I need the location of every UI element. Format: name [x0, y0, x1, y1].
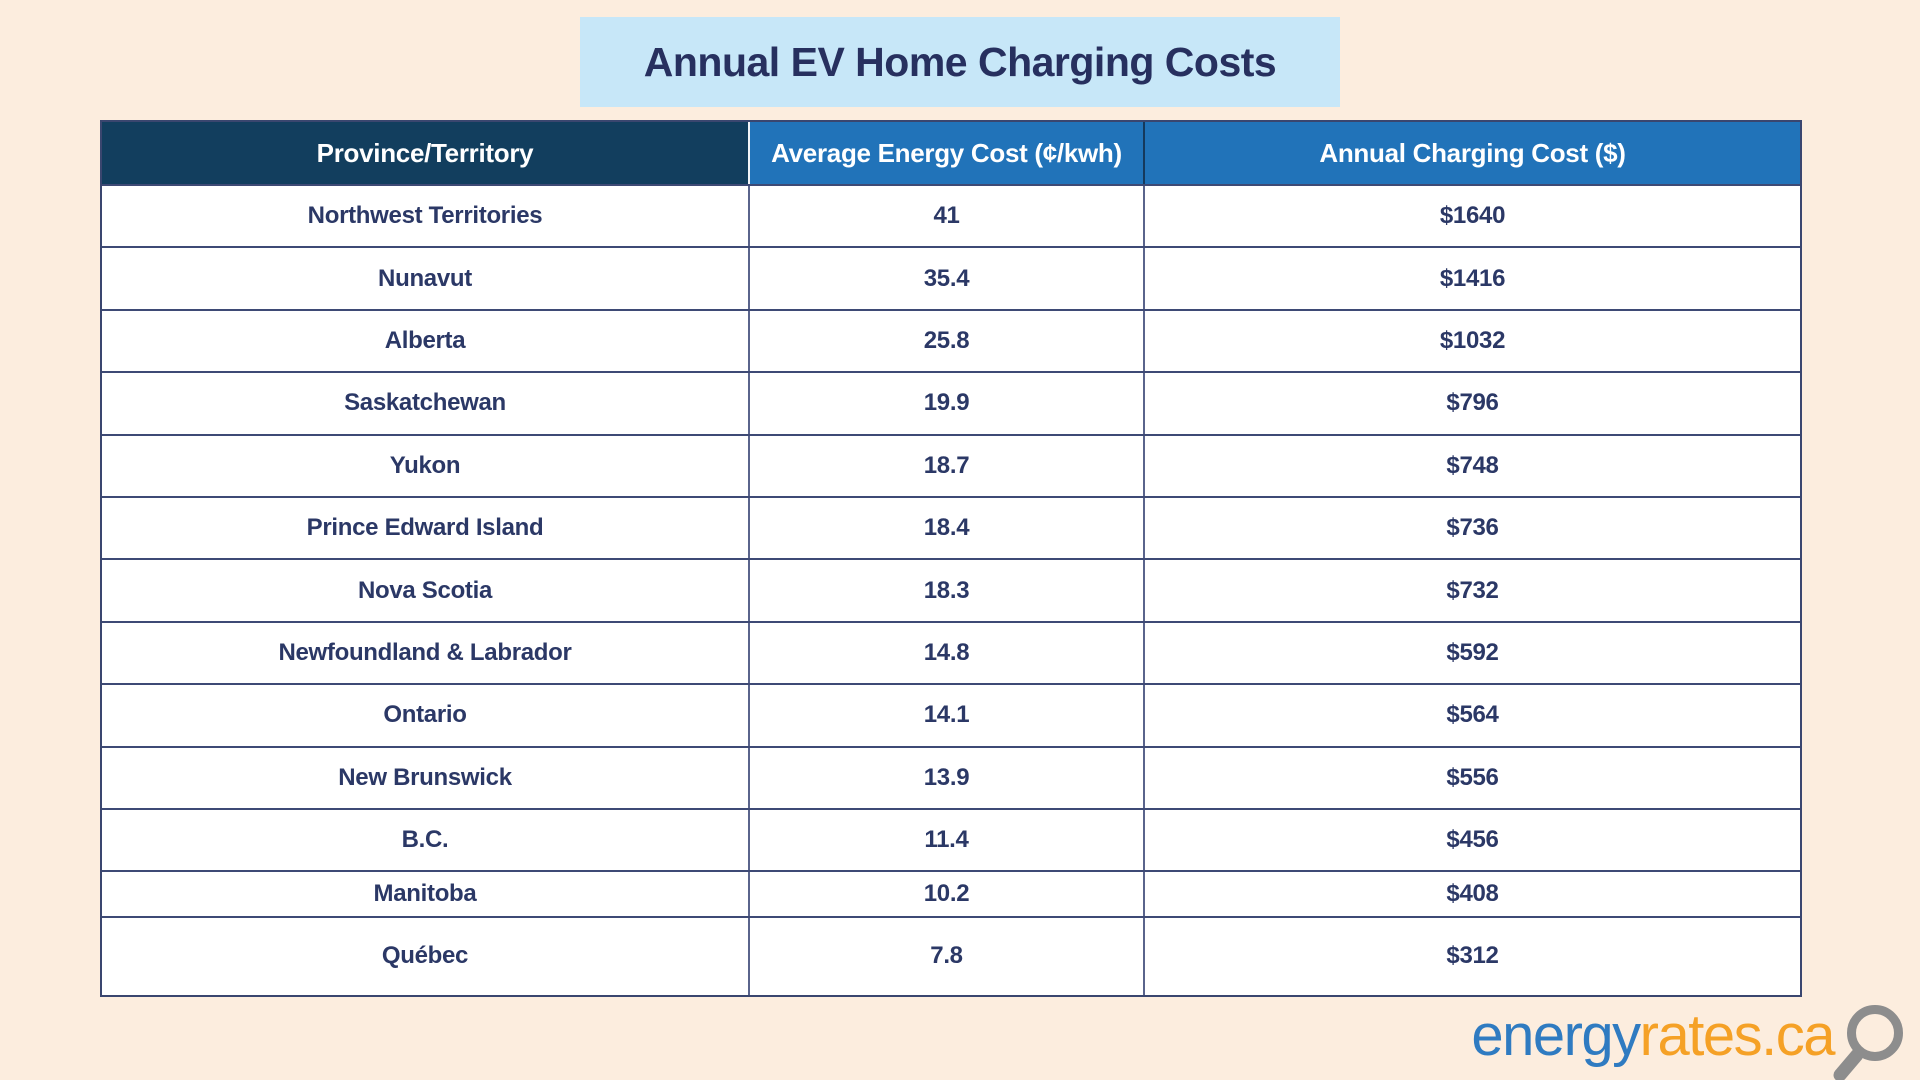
- province-cell: Northwest Territories: [307, 202, 543, 230]
- charging-cost-cell: $556: [1143, 747, 1800, 808]
- energyrates-logo: energyrates.ca: [1471, 1000, 1904, 1080]
- table-row: Prince Edward Island 18.4 $736: [102, 495, 1800, 559]
- table-row: Newfoundland & Labrador 14.8 $592: [102, 620, 1800, 684]
- charging-cost-cell: $408: [1143, 872, 1800, 916]
- table-row: Alberta 25.8 $1032: [102, 308, 1800, 372]
- logo-rates-word: rates.ca: [1639, 1003, 1836, 1068]
- charging-cost-cell: $732: [1143, 560, 1800, 621]
- charging-cost-cell: $1032: [1143, 310, 1800, 372]
- province-cell: Yukon: [389, 451, 461, 479]
- province-cell: New Brunswick: [338, 763, 512, 791]
- province-cell: Manitoba: [373, 880, 477, 908]
- table-row: Ontario 14.1 $564: [102, 683, 1800, 746]
- province-cell: Newfoundland & Labrador: [278, 638, 572, 666]
- charging-cost-cell: $748: [1143, 435, 1800, 496]
- charging-cost-cell: $1416: [1143, 248, 1800, 309]
- table-row: B.C. 11.4 $456: [102, 807, 1800, 871]
- province-cell: Nova Scotia: [357, 576, 493, 604]
- energy-cost-cell: 10.2: [748, 872, 1143, 916]
- energy-cost-cell: 14.8: [748, 622, 1143, 684]
- energy-cost-cell: 18.7: [748, 435, 1143, 496]
- header-average-energy-cost: Average Energy Cost (¢/kwh): [748, 122, 1143, 184]
- energy-cost-cell: 14.1: [748, 685, 1143, 746]
- logo-energy-word: energy: [1471, 1003, 1641, 1068]
- energy-cost-cell: 35.4: [748, 248, 1143, 309]
- table-row: Nunavut 35.4 $1416: [102, 246, 1800, 309]
- charging-cost-cell: $564: [1143, 685, 1800, 746]
- table-row: Nova Scotia 18.3 $732: [102, 558, 1800, 621]
- province-cell: B.C.: [401, 826, 449, 854]
- energyrates-logo-text: energyrates.ca: [1471, 1000, 1836, 1072]
- header-annual-charging-cost: Annual Charging Cost ($): [1143, 122, 1800, 184]
- table-row: Northwest Territories 41 $1640: [102, 184, 1800, 247]
- energy-cost-cell: 18.3: [748, 560, 1143, 621]
- magnifying-glass-icon: [1830, 1004, 1904, 1080]
- charging-cost-cell: $592: [1143, 622, 1800, 684]
- charging-cost-cell: $736: [1143, 497, 1800, 559]
- province-cell: Prince Edward Island: [306, 514, 544, 542]
- charging-cost-cell: $456: [1143, 809, 1800, 871]
- energy-cost-cell: 41: [748, 186, 1143, 247]
- energy-cost-cell: 7.8: [748, 917, 1143, 996]
- energy-cost-cell: 19.9: [748, 373, 1143, 434]
- province-cell: Alberta: [384, 326, 466, 354]
- title-banner: Annual EV Home Charging Costs: [580, 17, 1340, 107]
- energy-cost-cell: 18.4: [748, 497, 1143, 559]
- province-cell: Québec: [381, 942, 469, 970]
- province-cell: Ontario: [383, 701, 467, 729]
- energy-cost-cell: 13.9: [748, 747, 1143, 808]
- charging-cost-cell: $312: [1143, 917, 1800, 996]
- table-row: Yukon 18.7 $748: [102, 433, 1800, 496]
- energy-cost-cell: 25.8: [748, 310, 1143, 372]
- table-row: Saskatchewan 19.9 $796: [102, 371, 1800, 434]
- page-title: Annual EV Home Charging Costs: [643, 38, 1277, 85]
- ev-charging-cost-table: Province/Territory Average Energy Cost (…: [100, 120, 1802, 997]
- province-cell: Nunavut: [378, 264, 472, 292]
- energy-cost-cell: 11.4: [748, 809, 1143, 871]
- table-header-row: Province/Territory Average Energy Cost (…: [102, 122, 1800, 184]
- table-row: Québec 7.8 $312: [102, 915, 1800, 996]
- charging-cost-cell: $796: [1143, 373, 1800, 434]
- table-row: New Brunswick 13.9 $556: [102, 745, 1800, 808]
- charging-cost-cell: $1640: [1143, 186, 1800, 247]
- province-cell: Saskatchewan: [344, 389, 506, 417]
- header-province-territory: Province/Territory: [102, 122, 748, 184]
- table-body: Northwest Territories 41 $1640 Nunavut 3…: [102, 184, 1800, 996]
- table-row: Manitoba 10.2 $408: [102, 870, 1800, 916]
